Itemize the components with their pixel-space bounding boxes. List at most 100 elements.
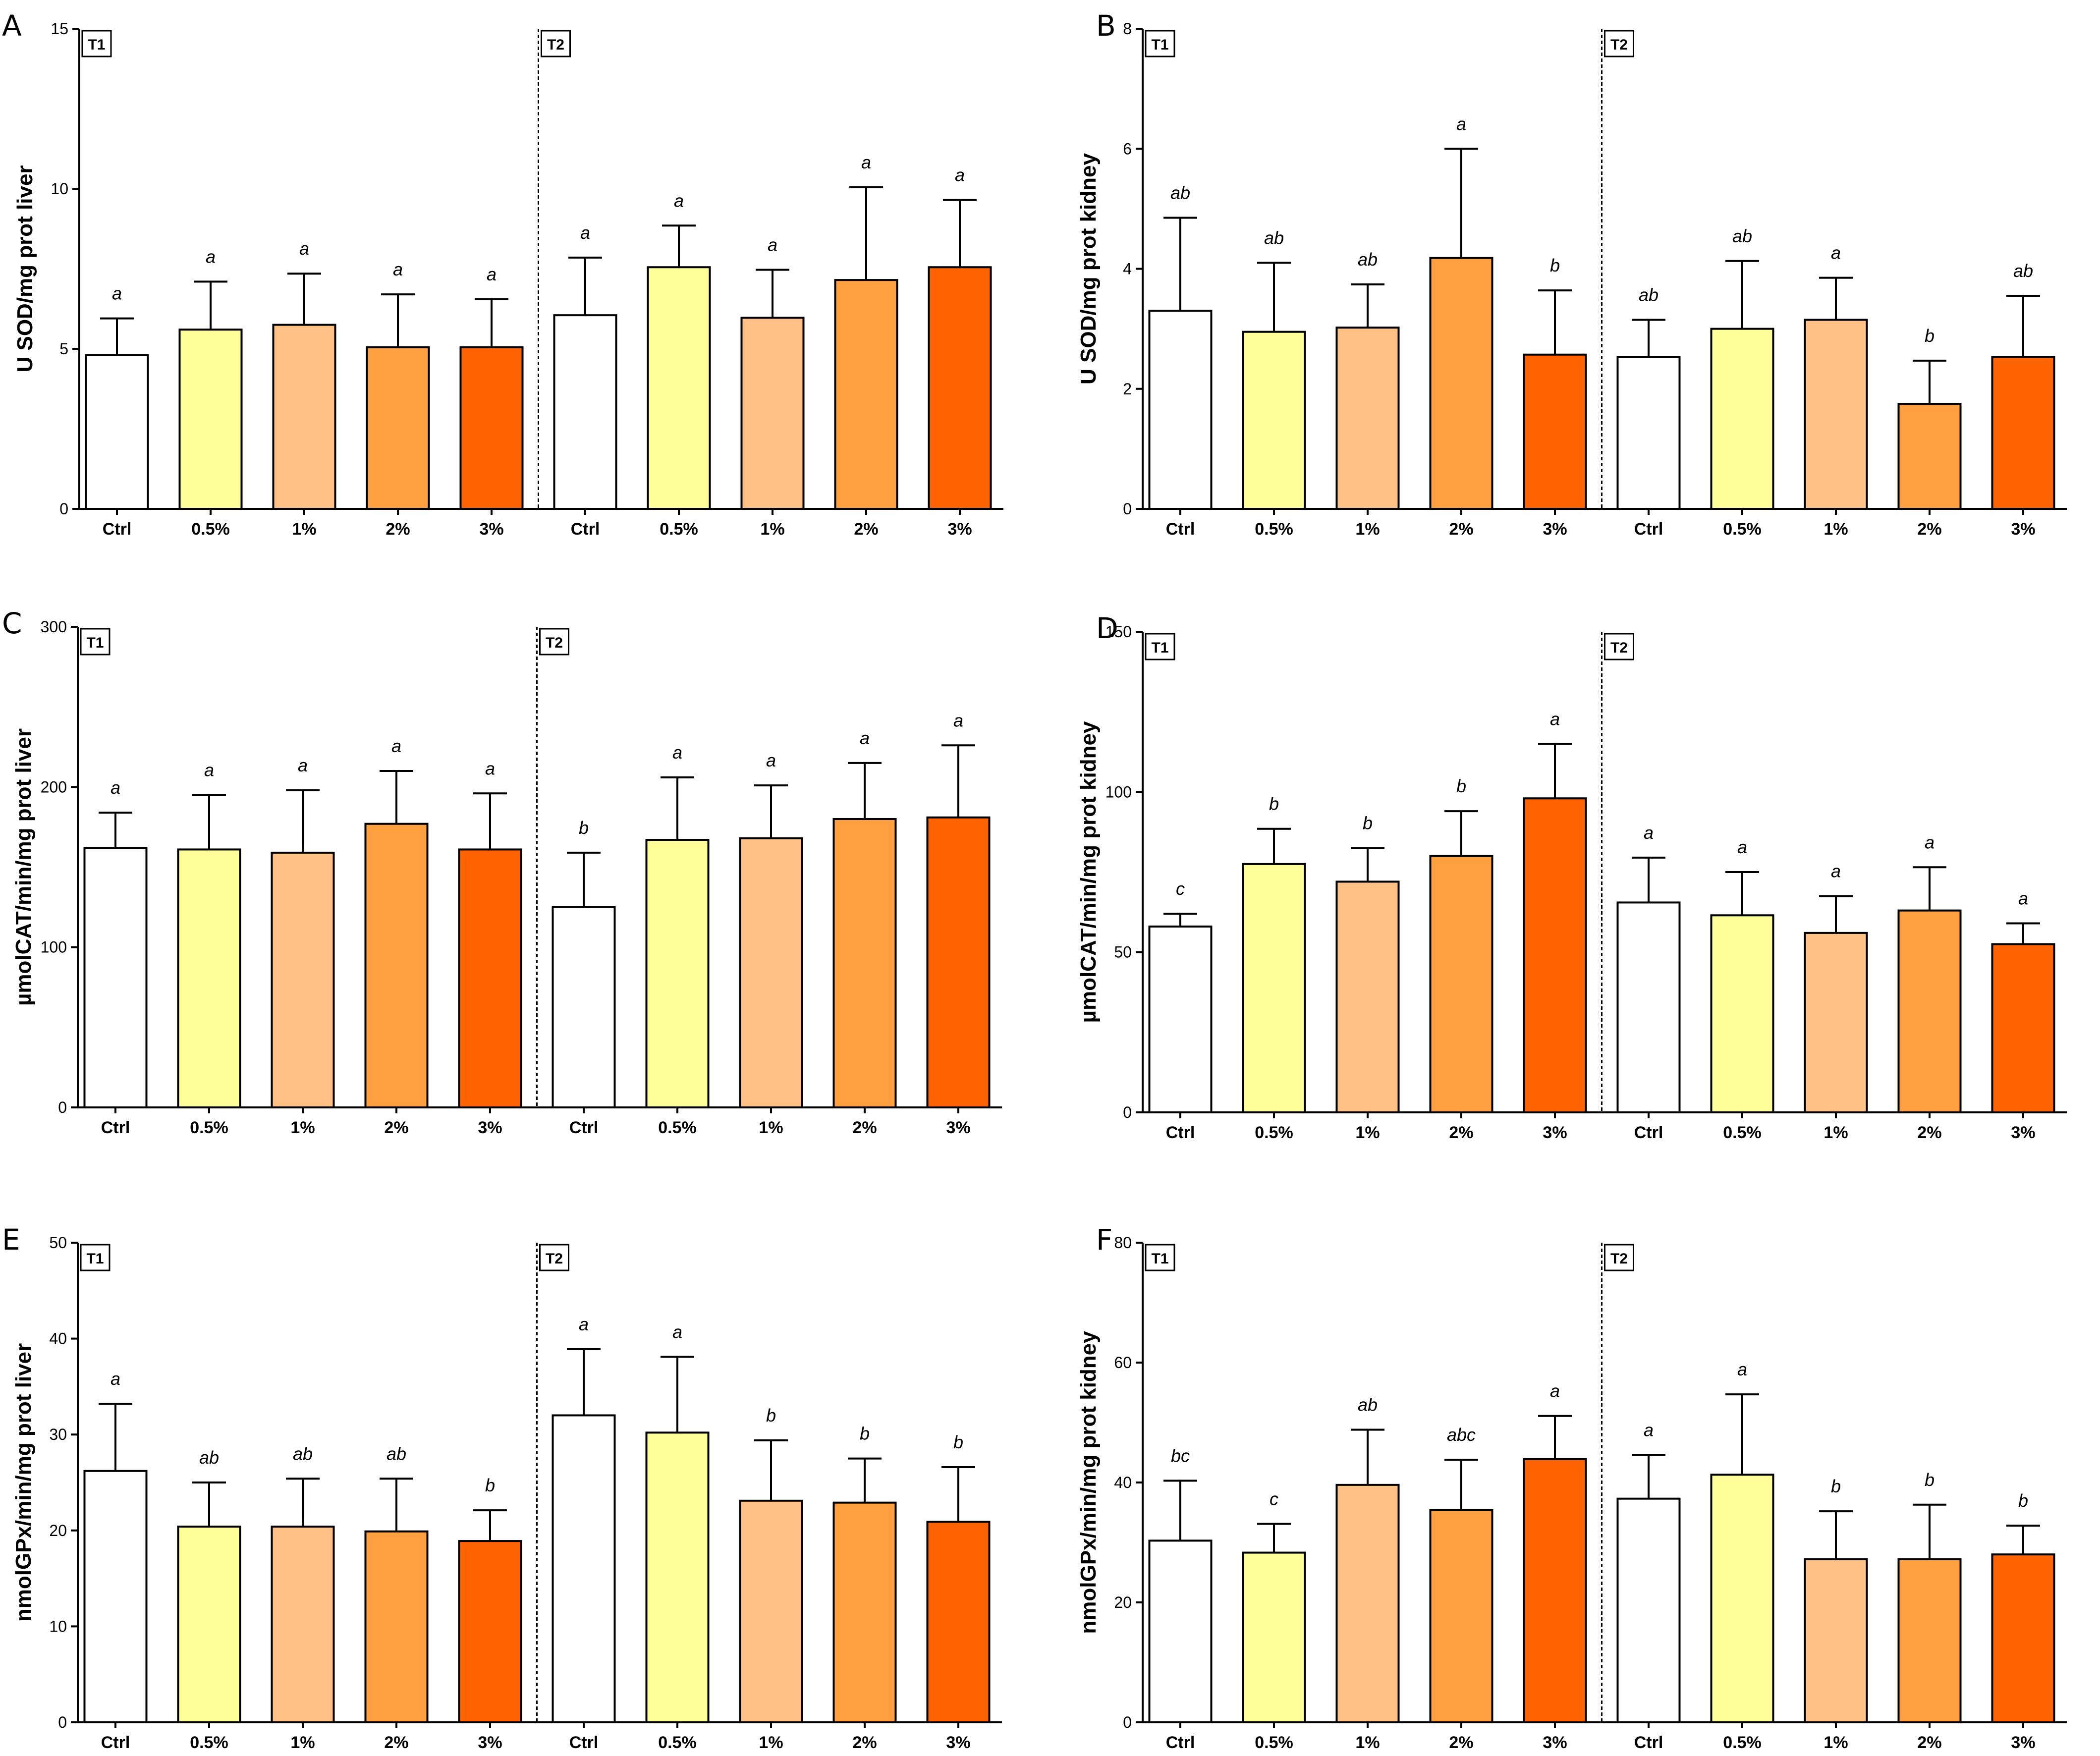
category-label: Ctrl — [1166, 520, 1195, 539]
significance-letter: a — [111, 1369, 120, 1389]
bar-t2-2pct — [832, 818, 897, 1108]
significance-letter: ab — [199, 1447, 219, 1468]
y-tick-label: 5 — [59, 340, 68, 358]
group-label-text: T2 — [546, 1251, 563, 1267]
significance-letter: a — [485, 758, 495, 778]
category-label: Ctrl — [1634, 1123, 1663, 1142]
category-label: 1% — [292, 520, 316, 539]
panel-a: A 0 5 10 15 U SOD/mg prot liver T1 T2 a Ctrl a 0.5%… — [2, 9, 1003, 539]
group-label-text: T2 — [546, 635, 563, 651]
significance-letter: b — [2018, 1490, 2028, 1511]
bar-t2-2pct — [1897, 909, 1962, 1113]
significance-letter: a — [1737, 837, 1747, 857]
significance-letter: b — [953, 1432, 963, 1452]
bar-t2-1pct — [1804, 1558, 1868, 1723]
y-axis-label: U SOD/mg prot liver — [13, 165, 37, 372]
bar-t1-ctrl — [1148, 310, 1213, 510]
category-label: 0.5% — [1255, 1733, 1293, 1752]
group-label-text: T1 — [86, 635, 104, 651]
category-label: 2% — [852, 1118, 877, 1137]
significance-letter: a — [299, 238, 309, 259]
bar-t1-0-5pct — [177, 848, 241, 1108]
bar-t2-2pct — [1897, 1558, 1962, 1723]
group-label-box — [81, 30, 112, 57]
bar-t2-3pct — [1991, 1553, 2055, 1723]
bar-t2-2pct — [834, 279, 898, 510]
significance-letter: a — [112, 283, 122, 304]
significance-letter: a — [953, 710, 963, 730]
significance-letter: a — [579, 1314, 589, 1334]
bar-t1-1pct — [1335, 327, 1400, 510]
bar-t2-1pct — [739, 837, 803, 1109]
significance-letter: b — [1925, 1470, 1934, 1490]
category-label: 1% — [1355, 520, 1380, 539]
significance-letter: a — [1456, 113, 1466, 134]
group-label-text: T2 — [547, 37, 564, 53]
category-label: 0.5% — [658, 1733, 697, 1752]
significance-letter: a — [1831, 861, 1841, 881]
bar-t1-0-5pct — [1242, 863, 1306, 1114]
group-label-box — [1604, 633, 1634, 660]
significance-letter: b — [485, 1475, 495, 1495]
y-tick-label: 100 — [41, 938, 67, 956]
category-label: Ctrl — [1166, 1123, 1195, 1142]
bar-t1-2pct — [364, 823, 429, 1108]
y-tick-label: 30 — [49, 1426, 67, 1443]
significance-letter: a — [674, 190, 684, 211]
bar-t1-ctrl — [1148, 1539, 1213, 1724]
bar-t1-0-5pct — [1242, 1551, 1306, 1724]
group-label-t2: T2 — [1604, 30, 1634, 57]
category-label: 2% — [386, 520, 410, 539]
category-label: Ctrl — [1634, 1733, 1663, 1752]
bar-t1-0-5pct — [177, 1526, 241, 1723]
significance-letter: a — [298, 755, 308, 775]
category-label: 1% — [1824, 1733, 1848, 1752]
y-tick-label: 20 — [1114, 1593, 1132, 1611]
category-label: 0.5% — [1723, 1733, 1762, 1752]
category-label: Ctrl — [1634, 520, 1663, 539]
group-label-box — [80, 1244, 111, 1271]
bar-t1-1pct — [1335, 1483, 1400, 1724]
bar-t2-2pct — [1897, 403, 1962, 510]
bar-t2-3pct — [926, 816, 991, 1109]
group-label-t1: T1 — [80, 628, 111, 656]
bar-t2-0-5pct — [647, 266, 711, 510]
bar-t1-1pct — [271, 851, 335, 1108]
category-label: Ctrl — [101, 1118, 130, 1137]
category-label: 2% — [1917, 1123, 1941, 1142]
bar-t1-ctrl — [85, 354, 149, 510]
group-label-box — [539, 628, 569, 656]
bar-t2-0-5pct — [1710, 328, 1774, 510]
y-tick-label: 4 — [1123, 260, 1132, 278]
bar-t2-ctrl — [552, 1414, 616, 1723]
category-label: 3% — [2011, 1733, 2035, 1752]
significance-letter: a — [1925, 832, 1934, 852]
bar-t2-0-5pct — [1710, 1474, 1774, 1724]
group-label-box — [80, 628, 111, 656]
y-tick-label: 2 — [1123, 380, 1132, 398]
y-tick-label: 0 — [59, 500, 68, 518]
y-tick-label: 8 — [1123, 20, 1132, 38]
y-tick-label: 150 — [1105, 623, 1132, 641]
group-label-t1: T1 — [1145, 30, 1175, 57]
category-label: Ctrl — [571, 520, 600, 539]
panel-c: C 0 100 200 300 µmolCAT/min/mg prot liver T1 T2… — [2, 606, 1002, 1137]
significance-letter: b — [1550, 255, 1560, 275]
panel-letter: E — [2, 1223, 20, 1257]
category-label: 3% — [479, 520, 503, 539]
y-tick-label: 0 — [58, 1098, 67, 1116]
group-label-text: T2 — [1610, 1251, 1628, 1267]
category-label: 1% — [759, 1733, 783, 1752]
y-tick-label: 300 — [41, 618, 67, 636]
y-tick-label: 80 — [1114, 1234, 1132, 1252]
group-label-t1: T1 — [1145, 633, 1175, 660]
y-tick-label: 60 — [1114, 1354, 1132, 1372]
group-label-t2: T2 — [539, 628, 569, 656]
y-tick-label: 0 — [1123, 1713, 1132, 1731]
panel-letter: F — [1096, 1223, 1112, 1257]
category-label: 0.5% — [1723, 1123, 1762, 1142]
group-label-t1: T1 — [80, 1244, 111, 1271]
category-label: 3% — [2011, 1123, 2035, 1142]
